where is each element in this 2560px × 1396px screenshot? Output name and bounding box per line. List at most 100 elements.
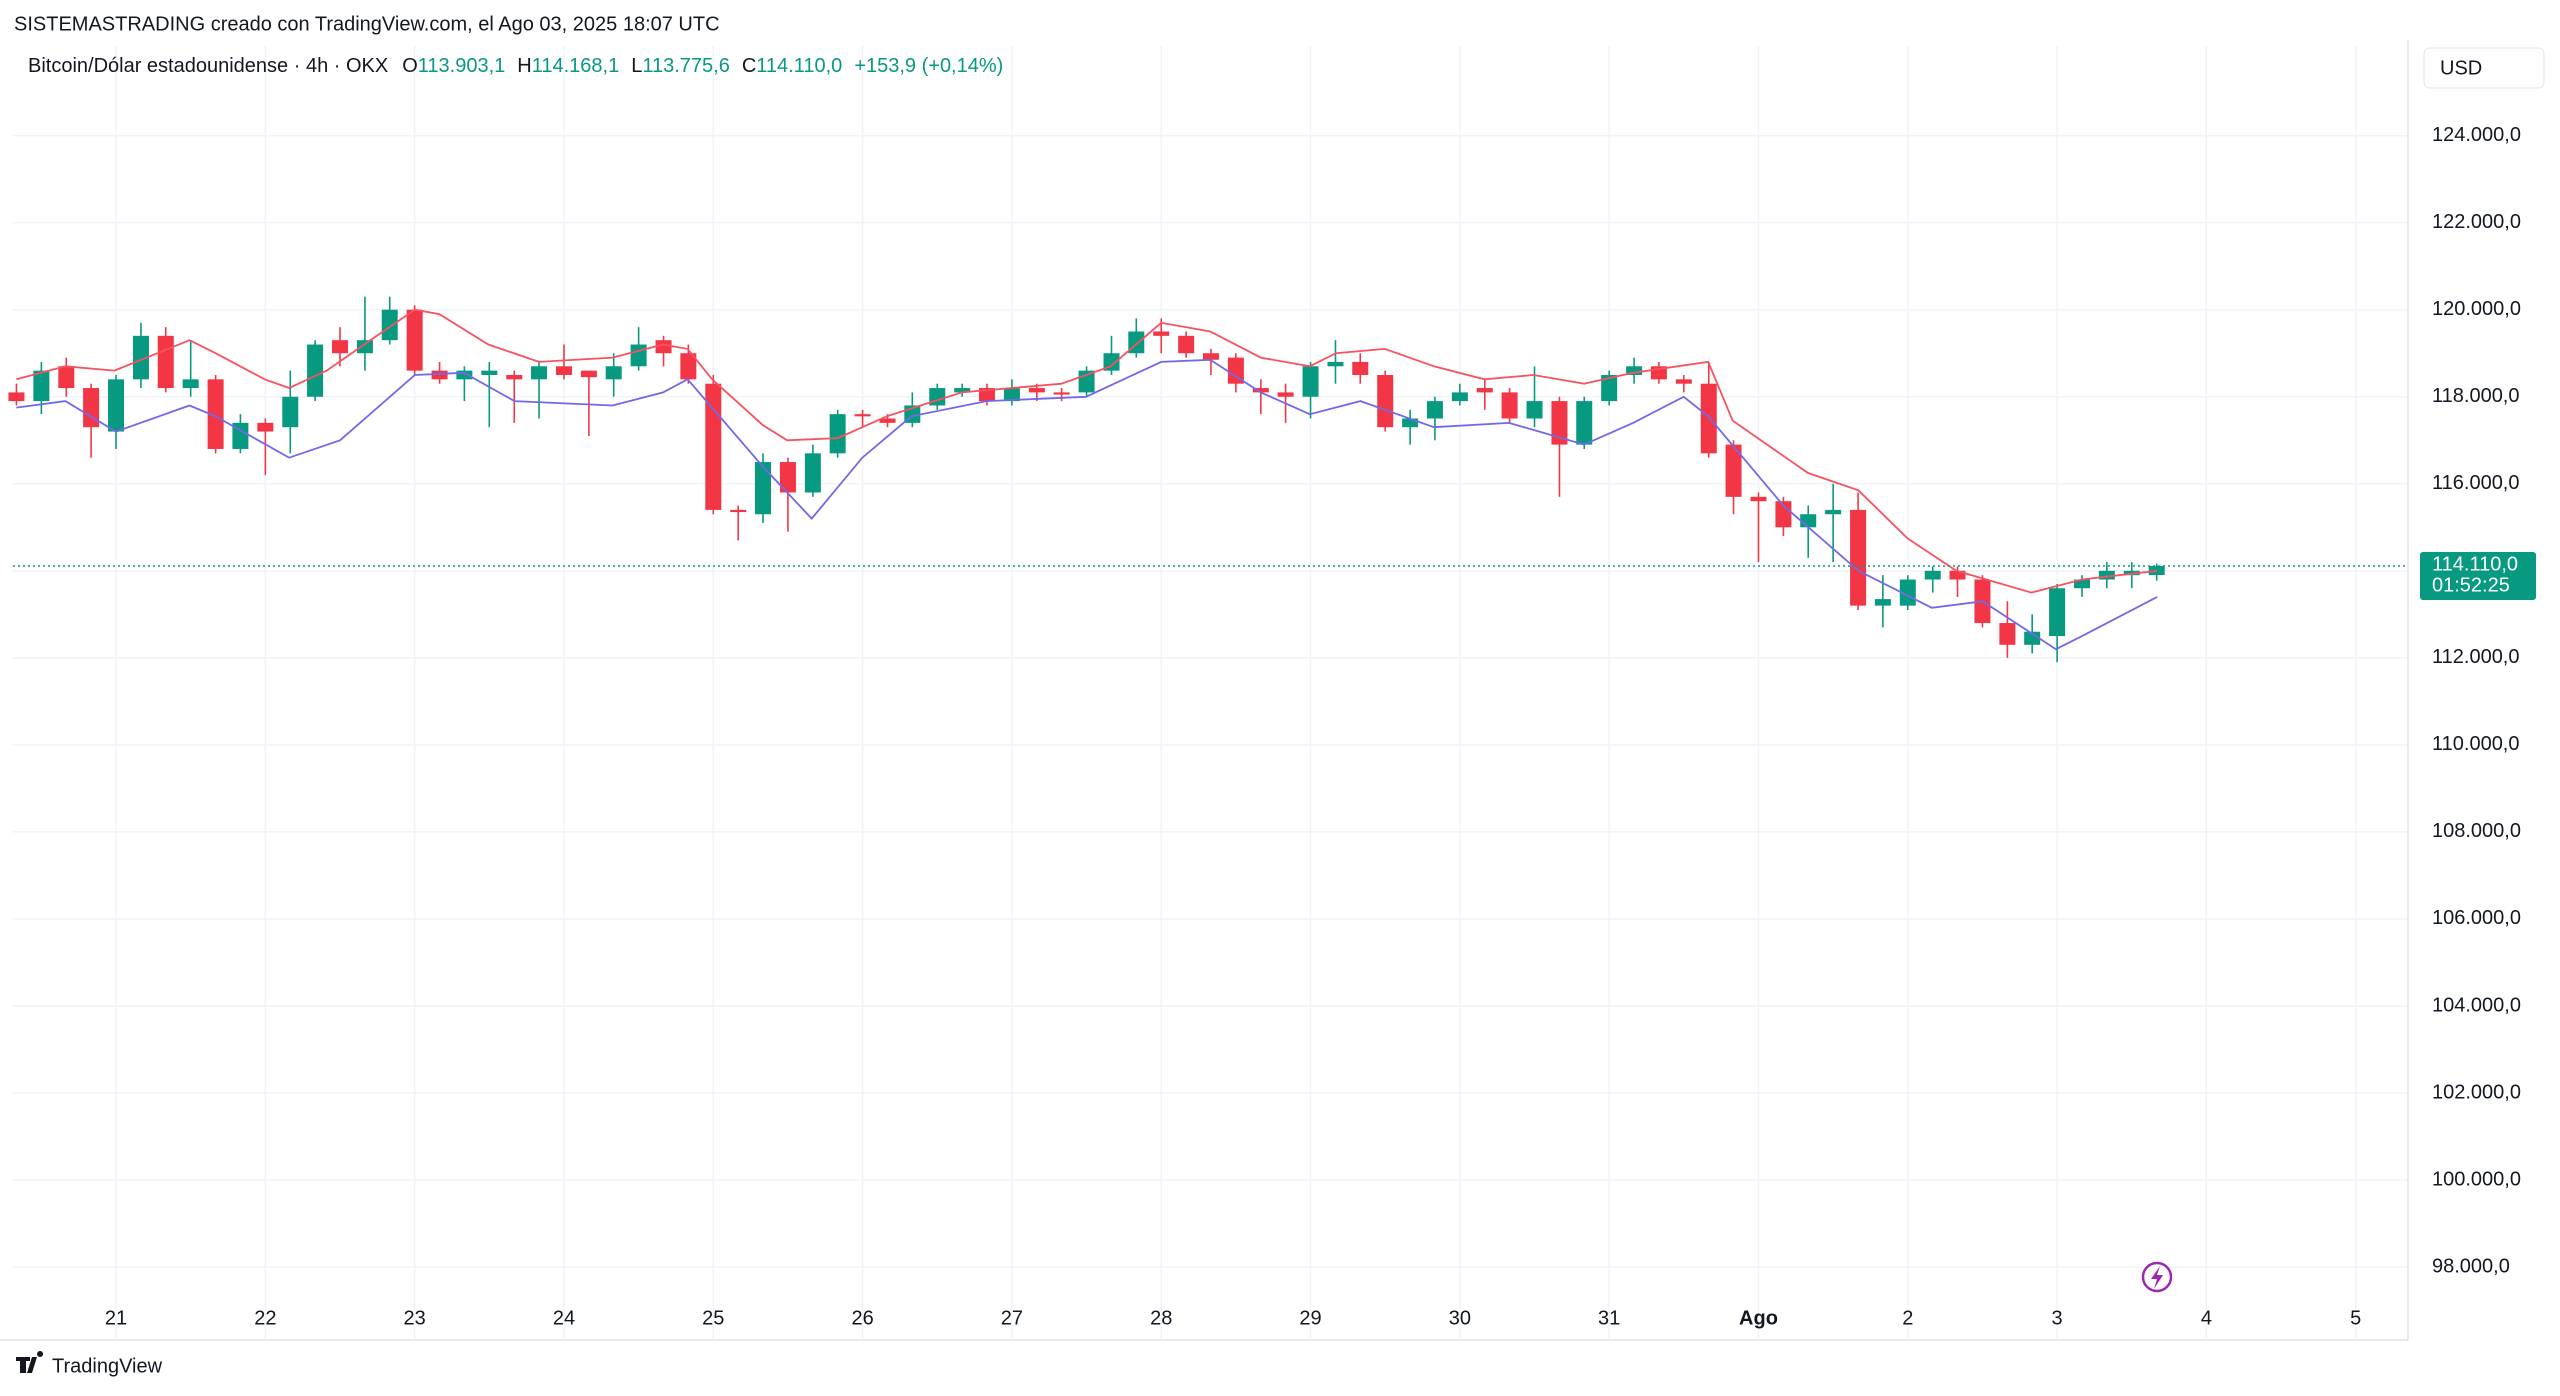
legend-key: C bbox=[742, 55, 756, 77]
y-tick-label: 106.000,0 bbox=[2432, 907, 2521, 929]
last-price-label: 114.110,0 bbox=[2432, 553, 2518, 575]
candle-body bbox=[182, 379, 199, 389]
candle-body bbox=[33, 370, 50, 402]
candle-body bbox=[580, 370, 597, 378]
candle-body bbox=[1028, 388, 1045, 393]
candle-body bbox=[1153, 331, 1170, 336]
legend-key: H bbox=[517, 55, 531, 77]
legend-value: 114.110,0 bbox=[756, 55, 842, 77]
moving-average bbox=[16, 308, 2158, 594]
x-tick-label: 27 bbox=[1001, 1307, 1023, 1329]
y-tick-label: 110.000,0 bbox=[2432, 733, 2520, 755]
candle-body bbox=[232, 422, 249, 449]
legend-value: 113.775,6 bbox=[642, 55, 730, 77]
x-tick-label: 28 bbox=[1150, 1307, 1172, 1329]
candle-body bbox=[605, 366, 622, 380]
candle-body bbox=[1999, 623, 2016, 645]
candle-body bbox=[705, 383, 722, 510]
candle-body bbox=[730, 509, 747, 513]
header: SISTEMASTRADING creado con TradingView.c… bbox=[14, 13, 720, 35]
candle-body bbox=[506, 374, 523, 380]
candle-body bbox=[132, 335, 149, 380]
candle-body bbox=[1825, 509, 1842, 515]
x-tick-label: 3 bbox=[2052, 1307, 2063, 1329]
candle-body bbox=[1551, 401, 1568, 445]
countdown: 01:52:25 bbox=[2432, 574, 2510, 596]
candle-body bbox=[1775, 501, 1792, 528]
x-tick-label: 5 bbox=[2350, 1307, 2361, 1329]
candle-body bbox=[1202, 353, 1219, 360]
icon-bolt[interactable] bbox=[2151, 1266, 2163, 1289]
candle-body bbox=[2074, 579, 2091, 589]
x-tick-label: 31 bbox=[1598, 1307, 1620, 1329]
y-tick-label: 122.000,0 bbox=[2432, 211, 2521, 233]
candle-body bbox=[1327, 361, 1344, 367]
candle-body bbox=[954, 388, 971, 393]
legend-change: +153,9 (+0,14%) bbox=[854, 55, 1003, 77]
y-tick-label: 98.000,0 bbox=[2432, 1255, 2510, 1277]
candle-body bbox=[1003, 388, 1020, 402]
y-tick-label: 112.000,0 bbox=[2432, 646, 2520, 668]
plot bbox=[8, 296, 2408, 663]
candle-body bbox=[680, 353, 697, 380]
candle-body bbox=[1626, 366, 1643, 375]
candle-body bbox=[1402, 418, 1419, 428]
candle-body bbox=[1352, 361, 1369, 375]
x-tick-label: 22 bbox=[254, 1307, 276, 1329]
logo-mark[interactable] bbox=[16, 1351, 44, 1373]
footer[interactable]: TradingView bbox=[52, 1355, 163, 1377]
legend-value: 114.168,1 bbox=[532, 55, 620, 77]
candle-body bbox=[2024, 631, 2041, 645]
candle-body bbox=[555, 366, 572, 375]
candle-body bbox=[381, 309, 398, 341]
candle-body bbox=[207, 379, 224, 449]
y-tick-label: 108.000,0 bbox=[2432, 820, 2521, 842]
candle-body bbox=[1850, 509, 1867, 606]
y-tick-label: 120.000,0 bbox=[2432, 298, 2521, 320]
candle-body bbox=[1252, 388, 1269, 393]
candle-body bbox=[282, 396, 299, 428]
candle-body bbox=[1178, 335, 1195, 354]
candle-body bbox=[1277, 392, 1294, 397]
y-tick-label: 104.000,0 bbox=[2432, 994, 2521, 1016]
candle-body bbox=[2098, 570, 2115, 580]
y-tick-label: 100.000,0 bbox=[2432, 1168, 2521, 1190]
candle-body bbox=[456, 370, 473, 380]
alert-icon[interactable] bbox=[2141, 1261, 2173, 1293]
candle-body bbox=[331, 340, 348, 354]
candle-body bbox=[2049, 588, 2066, 637]
candle-body bbox=[257, 422, 274, 432]
candle-body bbox=[531, 366, 548, 380]
y-tick-label: 118.000,0 bbox=[2432, 385, 2520, 407]
candle-body bbox=[804, 453, 821, 493]
x-tick-label: 25 bbox=[702, 1307, 724, 1329]
candle-body bbox=[755, 462, 772, 515]
candle-body bbox=[1377, 374, 1394, 428]
y-tick-label: 124.000,0 bbox=[2432, 124, 2521, 146]
candle-body bbox=[8, 392, 25, 402]
x-tick-label: 30 bbox=[1449, 1307, 1471, 1329]
candle-body bbox=[1451, 392, 1468, 402]
candle-body bbox=[1750, 496, 1767, 502]
candle-body bbox=[1874, 599, 1891, 606]
candle-body bbox=[58, 366, 75, 389]
x-tick-label: 29 bbox=[1299, 1307, 1321, 1329]
candle-body bbox=[356, 340, 373, 354]
last-price-tag bbox=[2420, 552, 2536, 601]
candle-body bbox=[1800, 514, 1817, 528]
x-tick-label: 4 bbox=[2201, 1307, 2212, 1329]
candle-body bbox=[829, 414, 846, 454]
currency-button[interactable] bbox=[2423, 47, 2545, 89]
candle-body bbox=[779, 462, 796, 493]
footer-logo[interactable]: TradingView bbox=[16, 1351, 163, 1377]
legend-key: O bbox=[402, 55, 418, 77]
candle-body bbox=[157, 335, 174, 389]
currency[interactable]: USD bbox=[2440, 57, 2482, 79]
candle-body bbox=[630, 344, 647, 367]
y-tick-label: 116.000,0 bbox=[2432, 472, 2520, 494]
candle-body bbox=[1526, 401, 1543, 419]
candle-body bbox=[655, 340, 672, 354]
candle-body bbox=[879, 418, 896, 423]
